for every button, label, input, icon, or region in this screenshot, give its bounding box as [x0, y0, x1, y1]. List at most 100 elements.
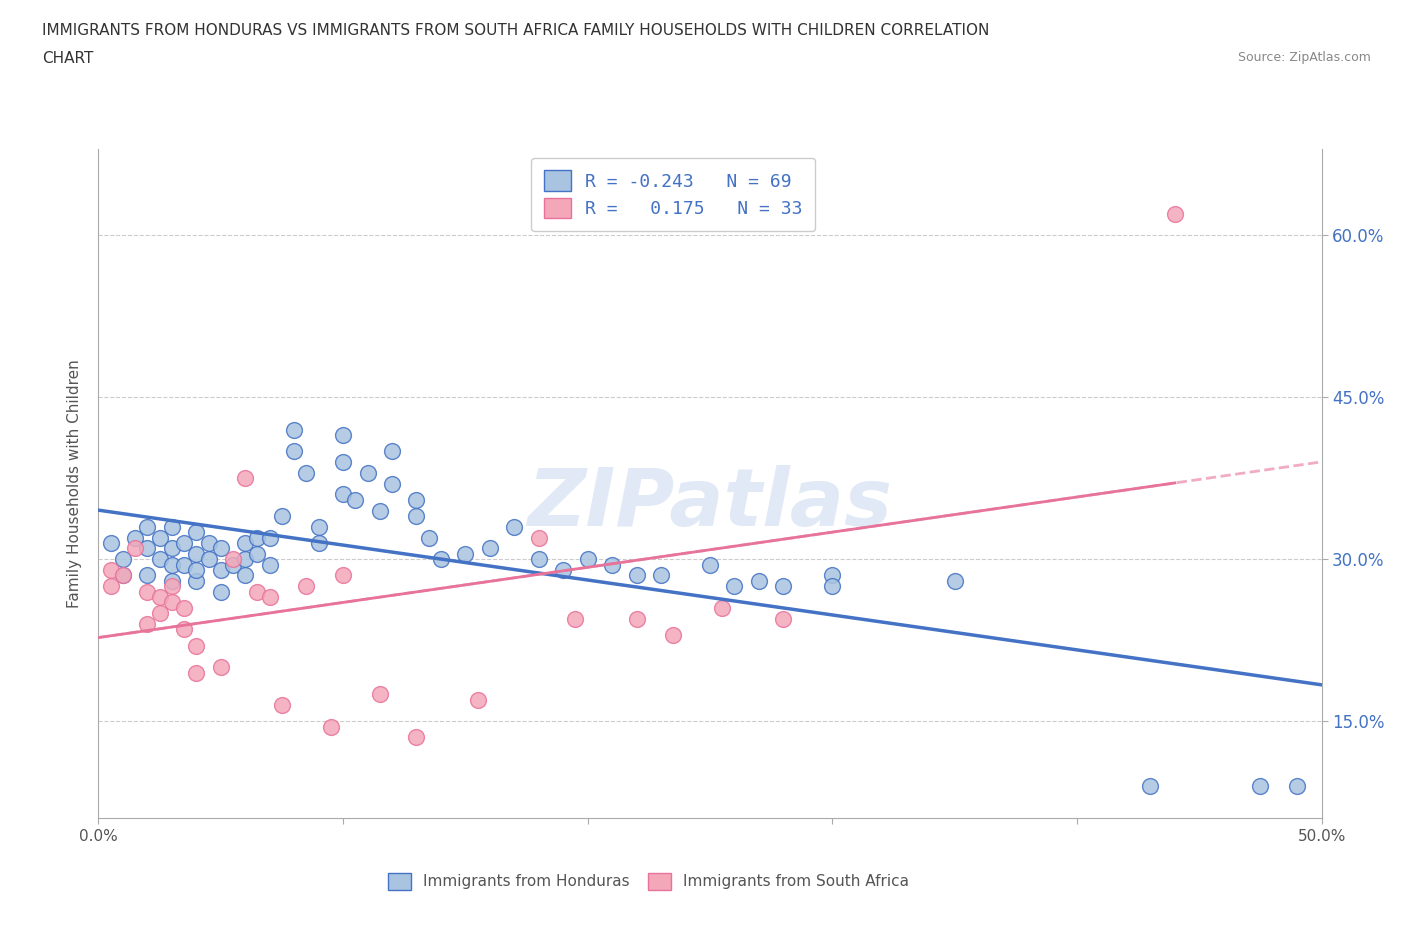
Point	[186, 574, 208, 589]
Point	[160, 519, 183, 534]
Point	[699, 557, 721, 572]
Point	[124, 530, 146, 545]
Point	[136, 584, 159, 599]
Point	[503, 519, 526, 534]
Point	[111, 551, 134, 566]
Point	[772, 578, 794, 593]
Point	[295, 578, 318, 593]
Point	[149, 605, 172, 620]
Point	[772, 611, 794, 626]
Point	[344, 492, 367, 507]
Point	[626, 568, 648, 583]
Point	[270, 509, 294, 524]
Point	[209, 563, 232, 578]
Point	[405, 509, 427, 524]
Point	[111, 568, 134, 583]
Point	[149, 530, 172, 545]
Point	[173, 536, 195, 551]
Point	[209, 659, 232, 674]
Point	[259, 590, 281, 604]
Point	[332, 568, 354, 583]
Point	[527, 551, 550, 566]
Point	[186, 546, 208, 561]
Point	[1286, 778, 1309, 793]
Point	[111, 568, 134, 583]
Point	[222, 557, 245, 572]
Point	[308, 536, 330, 551]
Point	[246, 530, 269, 545]
Point	[381, 476, 404, 491]
Text: IMMIGRANTS FROM HONDURAS VS IMMIGRANTS FROM SOUTH AFRICA FAMILY HOUSEHOLDS WITH : IMMIGRANTS FROM HONDURAS VS IMMIGRANTS F…	[42, 23, 990, 38]
Point	[160, 595, 183, 610]
Point	[136, 568, 159, 583]
Point	[1139, 778, 1161, 793]
Point	[100, 563, 122, 578]
Point	[332, 428, 354, 443]
Point	[723, 578, 745, 593]
Point	[246, 584, 269, 599]
Point	[209, 541, 232, 556]
Point	[319, 719, 342, 734]
Point	[381, 444, 404, 458]
Point	[821, 568, 844, 583]
Point	[405, 492, 427, 507]
Point	[160, 541, 183, 556]
Point	[259, 530, 281, 545]
Point	[186, 665, 208, 680]
Point	[173, 557, 195, 572]
Point	[136, 541, 159, 556]
Point	[173, 601, 195, 616]
Point	[356, 465, 378, 480]
Point	[332, 455, 354, 470]
Point	[186, 638, 208, 653]
Point	[160, 557, 183, 572]
Text: ZIPatlas: ZIPatlas	[527, 465, 893, 543]
Point	[233, 471, 256, 485]
Point	[100, 578, 122, 593]
Point	[821, 578, 844, 593]
Text: CHART: CHART	[42, 51, 94, 66]
Point	[233, 568, 256, 583]
Point	[246, 546, 269, 561]
Point	[283, 444, 305, 458]
Point	[943, 574, 966, 589]
Point	[233, 536, 256, 551]
Point	[553, 563, 575, 578]
Point	[283, 422, 305, 437]
Point	[136, 519, 159, 534]
Point	[368, 686, 391, 701]
Point	[368, 503, 391, 518]
Point	[233, 551, 256, 566]
Point	[576, 551, 599, 566]
Point	[454, 546, 477, 561]
Point	[186, 525, 208, 539]
Point	[600, 557, 623, 572]
Point	[197, 551, 219, 566]
Point	[626, 611, 648, 626]
Point	[259, 557, 281, 572]
Point	[186, 563, 208, 578]
Point	[270, 698, 294, 712]
Text: Source: ZipAtlas.com: Source: ZipAtlas.com	[1237, 51, 1371, 64]
Point	[136, 617, 159, 631]
Point	[222, 551, 245, 566]
Y-axis label: Family Households with Children: Family Households with Children	[67, 359, 83, 608]
Point	[124, 541, 146, 556]
Point	[564, 611, 586, 626]
Point	[1249, 778, 1271, 793]
Point	[430, 551, 453, 566]
Point	[418, 530, 440, 545]
Point	[405, 730, 427, 745]
Point	[149, 551, 172, 566]
Point	[332, 487, 354, 502]
Point	[160, 578, 183, 593]
Point	[149, 590, 172, 604]
Point	[748, 574, 770, 589]
Point	[711, 601, 734, 616]
Point	[527, 530, 550, 545]
Point	[650, 568, 672, 583]
Point	[467, 692, 489, 707]
Point	[308, 519, 330, 534]
Point	[1164, 206, 1187, 221]
Legend: Immigrants from Honduras, Immigrants from South Africa: Immigrants from Honduras, Immigrants fro…	[381, 865, 917, 897]
